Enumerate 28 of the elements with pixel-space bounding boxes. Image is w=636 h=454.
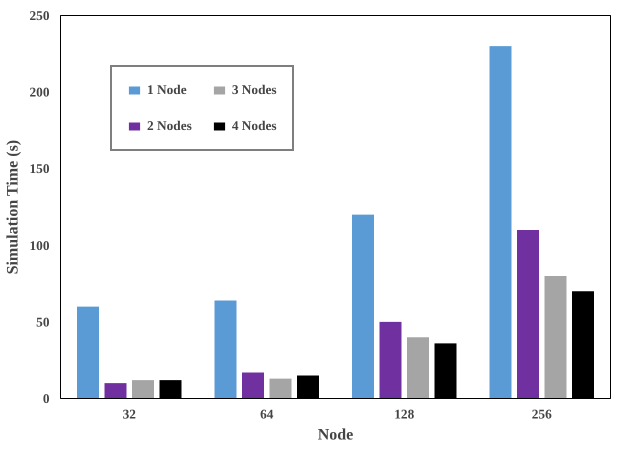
y-tick-label: 200	[30, 84, 50, 100]
y-tick-label: 250	[30, 8, 50, 23]
x-tick-label: 32	[122, 406, 136, 422]
bar	[77, 306, 99, 398]
y-tick-label: 0	[42, 391, 50, 406]
bar	[407, 337, 429, 398]
bar	[490, 46, 512, 398]
x-tick-label: 64	[260, 406, 274, 422]
x-tick-label: 128	[394, 406, 415, 422]
bar	[214, 300, 236, 398]
bar	[517, 230, 539, 398]
y-tick-label: 150	[30, 161, 50, 176]
x-axis-title: Node	[318, 426, 354, 444]
bar	[104, 383, 126, 398]
legend-label: 4 Nodes	[232, 118, 277, 134]
legend-label: 1 Node	[147, 82, 187, 98]
bar	[544, 276, 566, 398]
legend-label: 2 Nodes	[147, 118, 192, 134]
x-tick-label: 256	[532, 406, 552, 422]
y-axis-title: Simulation Time (s)	[4, 140, 22, 274]
bar	[242, 372, 264, 398]
bar	[132, 380, 154, 398]
bar	[270, 378, 292, 398]
bar	[380, 322, 402, 398]
bar	[352, 214, 374, 398]
y-tick-label: 100	[30, 238, 50, 253]
legend-label: 3 Nodes	[232, 82, 277, 98]
y-tick-label: 50	[36, 314, 50, 330]
